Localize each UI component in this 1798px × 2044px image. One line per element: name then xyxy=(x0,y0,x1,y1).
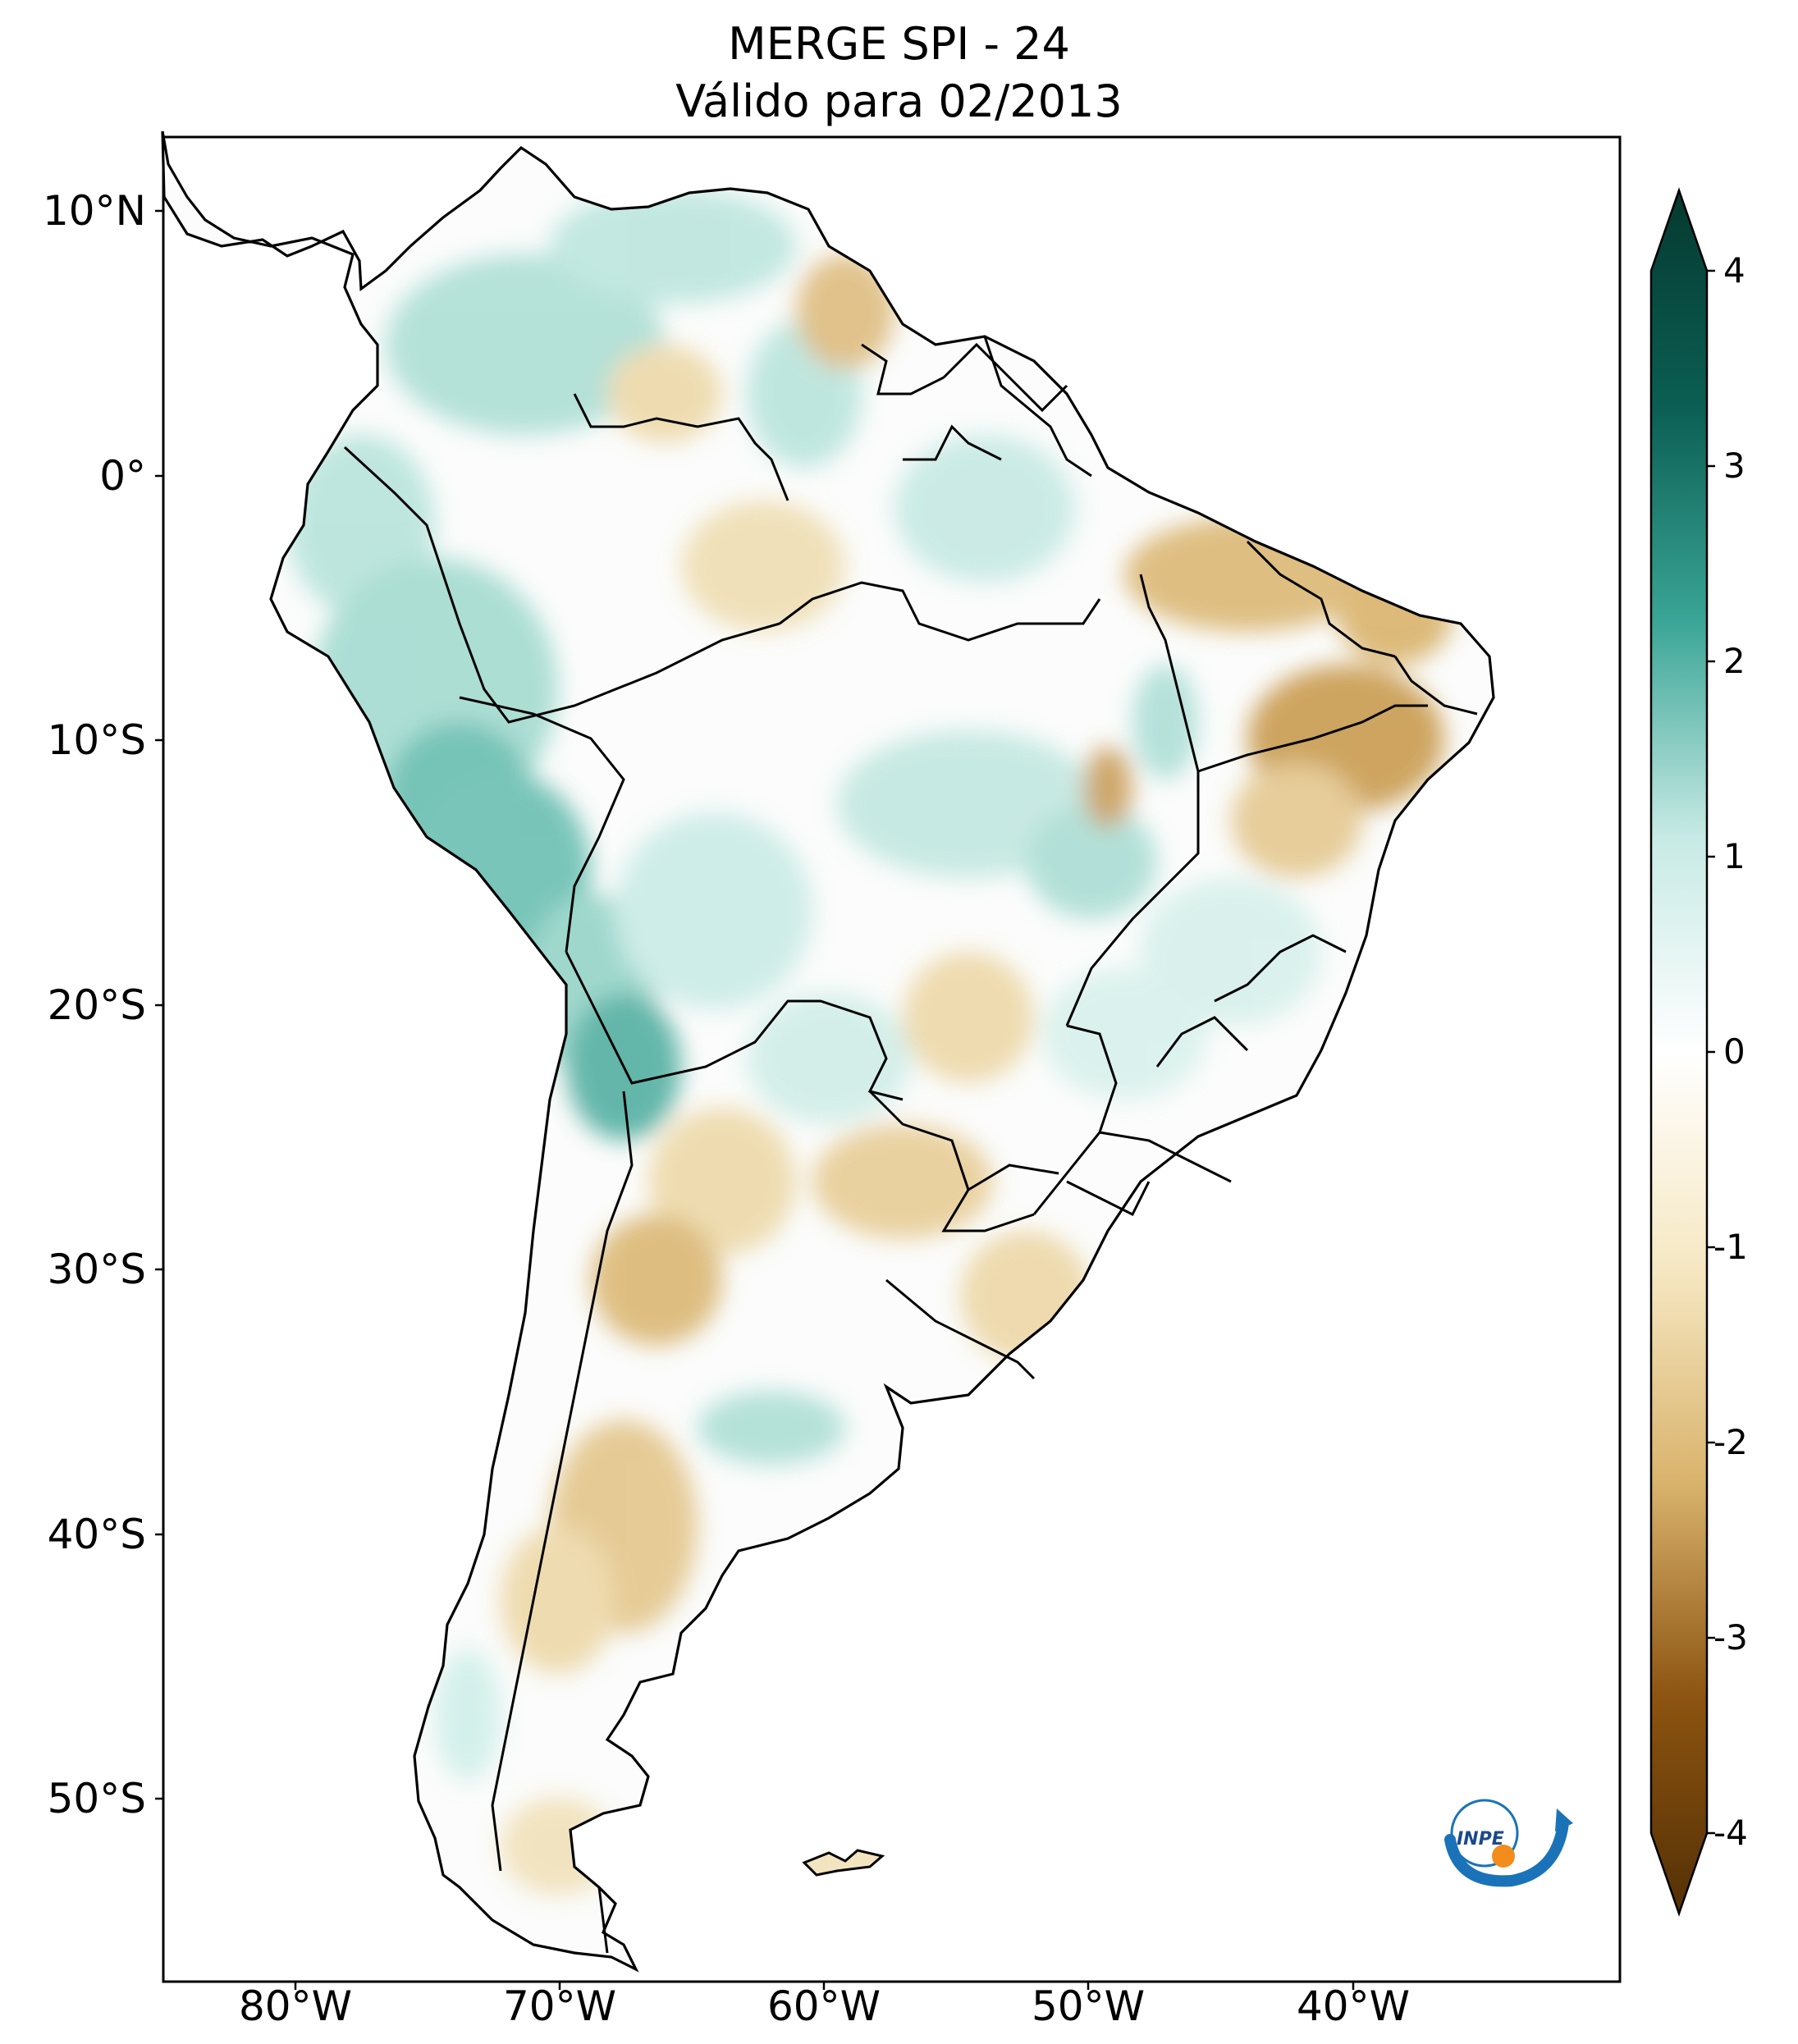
lat-label-10n: 10°N xyxy=(42,187,146,235)
x-axis-ticks xyxy=(294,1982,1355,1990)
colorbar-label-4: 4 xyxy=(1723,250,1745,290)
inpe-logo: INPE xyxy=(1444,1799,1573,1887)
colorbar-ticks xyxy=(1707,269,1715,1835)
lon-label-70w: 70°W xyxy=(502,1982,617,2030)
lon-label-60w: 60°W xyxy=(766,1982,881,2030)
lat-label-20s: 20°S xyxy=(47,981,146,1029)
lat-label-40s: 40°S xyxy=(47,1511,146,1558)
lon-label-40w: 40°W xyxy=(1296,1982,1411,2030)
map-title-line-1: MERGE SPI - 24 xyxy=(728,18,1070,70)
colorbar-label-neg4: -4 xyxy=(1713,1813,1748,1853)
colorbar xyxy=(1649,187,1715,1917)
colorbar-label-neg2: -2 xyxy=(1713,1422,1748,1462)
lat-label-50s: 50°S xyxy=(47,1775,146,1822)
falkland-islands xyxy=(802,1849,885,1877)
lon-label-80w: 80°W xyxy=(238,1982,353,2030)
colorbar-label-1: 1 xyxy=(1723,836,1745,876)
colorbar-body xyxy=(1649,187,1709,1917)
map-title-line-2: Válido para 02/2013 xyxy=(675,75,1123,127)
colorbar-label-neg3: -3 xyxy=(1713,1617,1748,1658)
colorbar-label-2: 2 xyxy=(1723,641,1745,681)
colorbar-label-neg1: -1 xyxy=(1713,1227,1748,1267)
inpe-logo-text: INPE xyxy=(1457,1829,1504,1850)
colorbar-label-3: 3 xyxy=(1723,446,1745,486)
country-state-boundaries xyxy=(343,336,1478,1954)
lat-label-30s: 30°S xyxy=(47,1246,146,1293)
y-axis-ticks xyxy=(155,209,163,1800)
lon-label-50w: 50°W xyxy=(1031,1982,1146,2030)
colorbar-label-0: 0 xyxy=(1723,1031,1745,1072)
lat-label-0: 0° xyxy=(99,452,146,500)
lat-label-10s: 10°S xyxy=(47,716,146,764)
